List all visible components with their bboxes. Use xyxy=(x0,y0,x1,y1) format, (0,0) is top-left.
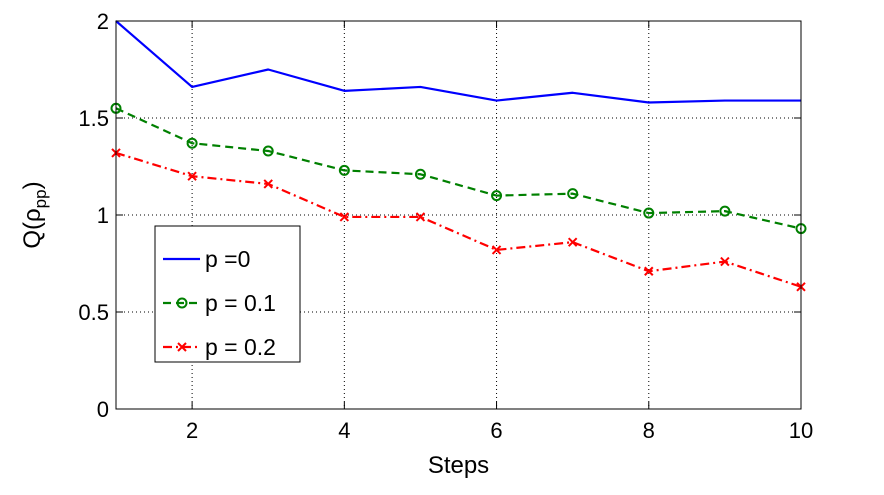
series-2-point xyxy=(263,179,273,189)
marker-x-stroke xyxy=(720,256,730,267)
marker-x-stroke xyxy=(177,342,187,352)
x-tick-label: 10 xyxy=(789,418,813,443)
legend-box xyxy=(154,225,301,363)
y-tick-label: 1 xyxy=(97,203,109,228)
series-lines xyxy=(110,20,807,292)
legend-item-1: p = 0.1 xyxy=(163,290,276,316)
series-1-point xyxy=(643,207,655,219)
legend: p =0 p = 0.1 p = 0.2 xyxy=(154,225,301,363)
series-2-point xyxy=(644,266,654,276)
y-tick-label: 2 xyxy=(97,9,109,34)
legend-item-2: p = 0.2 xyxy=(163,334,276,360)
series-line-2 xyxy=(115,151,802,288)
x-tick-label: 2 xyxy=(186,418,198,443)
marker-x-stroke xyxy=(415,212,426,222)
y-tick-label: 0 xyxy=(97,397,109,422)
y-axis-label: Q(ρpp) xyxy=(19,181,50,248)
series-2-point xyxy=(339,212,350,222)
legend-item-0: p =0 xyxy=(163,246,250,272)
marker-x-stroke xyxy=(339,212,350,222)
series-1-point xyxy=(414,168,426,180)
legend-label: p = 0.2 xyxy=(205,334,276,360)
series-line-1 xyxy=(115,107,802,230)
y-tick-label: 0.5 xyxy=(78,300,109,325)
x-tick-label: 6 xyxy=(490,418,502,443)
series-2-point xyxy=(720,256,730,267)
y-axis-label-close: ) xyxy=(19,181,46,189)
series-1-point xyxy=(186,137,198,149)
series-1-point xyxy=(491,190,503,202)
marker-x-stroke xyxy=(567,237,578,247)
series-2-point xyxy=(415,212,426,222)
axis-ticks: 2 4 6 8 10 0 0.5 1 1.5 2 xyxy=(78,9,813,443)
series-2-point xyxy=(187,171,197,181)
series-1-point xyxy=(719,205,731,217)
legend-marker xyxy=(177,342,187,352)
x-axis-label: Steps xyxy=(428,452,489,479)
series-line-0 xyxy=(115,20,801,104)
series-1-point xyxy=(567,188,579,200)
legend-marker xyxy=(176,297,188,309)
marker-x-stroke xyxy=(187,171,197,181)
marker-x-stroke xyxy=(263,179,273,189)
series-1-point xyxy=(338,164,350,176)
y-axis-label-subscript: pp xyxy=(31,189,50,208)
marker-x-stroke xyxy=(644,266,654,276)
y-axis-label-main: Q(ρ xyxy=(19,208,46,248)
legend-label: p = 0.1 xyxy=(205,290,276,316)
series-2-point xyxy=(567,237,578,247)
series-2-point xyxy=(491,245,502,255)
x-tick-label: 4 xyxy=(338,418,350,443)
x-tick-label: 8 xyxy=(643,418,655,443)
marker-x-stroke xyxy=(491,245,502,255)
legend-label: p =0 xyxy=(205,246,250,272)
series-1-point xyxy=(262,145,274,157)
y-tick-label: 1.5 xyxy=(78,106,109,131)
